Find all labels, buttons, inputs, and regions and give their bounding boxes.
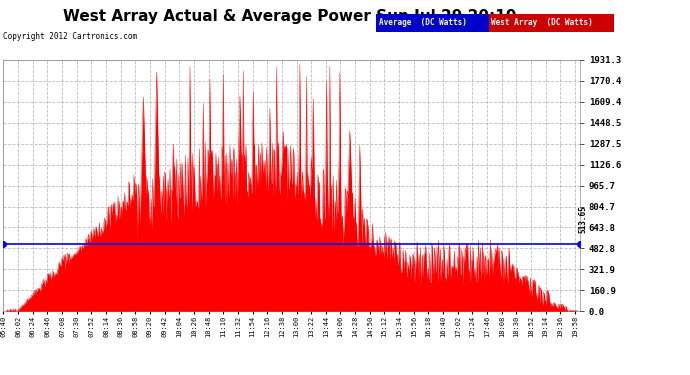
Text: Average  (DC Watts): Average (DC Watts): [379, 18, 466, 27]
Text: Copyright 2012 Cartronics.com: Copyright 2012 Cartronics.com: [3, 32, 137, 41]
Text: 513.65: 513.65: [578, 206, 588, 233]
Text: West Array  (DC Watts): West Array (DC Watts): [491, 18, 593, 27]
Text: West Array Actual & Average Power Sun Jul 29 20:10: West Array Actual & Average Power Sun Ju…: [63, 9, 517, 24]
